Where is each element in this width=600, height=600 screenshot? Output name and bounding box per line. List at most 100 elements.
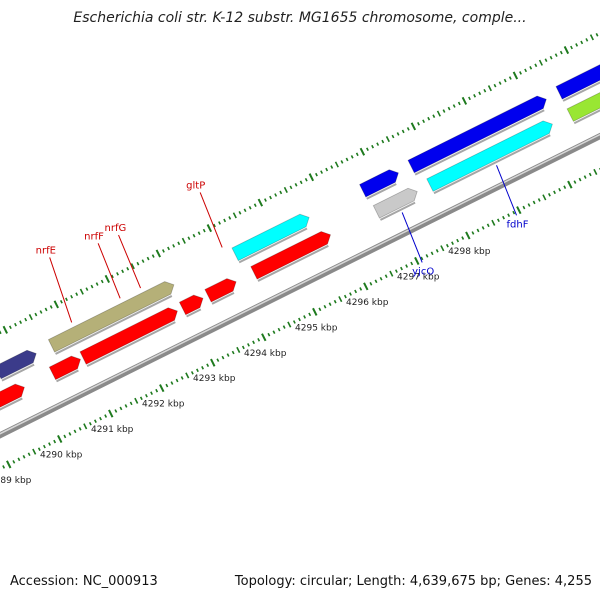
minor-tick (116, 272, 119, 276)
minor-tick (221, 355, 225, 360)
gene-arrow[interactable] (426, 120, 553, 192)
gene-arrow[interactable] (407, 95, 547, 174)
minor-tick (570, 45, 573, 50)
minor-tick (241, 345, 245, 350)
minor-tick (181, 237, 186, 244)
minor-tick (196, 368, 199, 373)
minor-tick (529, 66, 533, 70)
gene-arrow[interactable] (178, 294, 204, 316)
minor-tick (563, 185, 567, 189)
minor-tick (538, 59, 543, 66)
minor-tick (141, 259, 145, 263)
minor-tick (422, 119, 426, 124)
minor-tick (553, 190, 556, 195)
minor-tick (277, 327, 281, 332)
minor-tick (257, 338, 261, 342)
minor-tick (27, 452, 31, 457)
minor-tick (65, 297, 68, 302)
major-tick (257, 198, 264, 207)
major-tick (516, 206, 522, 215)
minor-tick (85, 287, 89, 291)
gene-label[interactable]: nrfE (36, 245, 56, 256)
minor-tick (452, 104, 456, 108)
major-tick (410, 122, 417, 131)
minor-tick (162, 249, 165, 253)
minor-tick (417, 122, 420, 126)
gene-label-leader (49, 257, 73, 323)
gene-arrow[interactable] (372, 187, 418, 219)
minor-tick (226, 353, 230, 357)
minor-tick (304, 177, 308, 182)
minor-tick (150, 391, 153, 395)
minor-tick (507, 213, 511, 217)
gene-arrow[interactable] (0, 383, 25, 409)
minor-tick (232, 212, 237, 219)
backbone-line (0, 132, 600, 439)
gene-arrow[interactable] (359, 169, 399, 198)
gene-arrow[interactable] (204, 278, 237, 303)
gene-arrow[interactable] (555, 45, 600, 100)
minor-tick (303, 315, 307, 319)
minor-tick (585, 38, 589, 42)
gene-label[interactable]: gltP (186, 180, 205, 191)
gene-label[interactable]: nrfF (84, 231, 104, 242)
minor-tick (289, 185, 293, 190)
minor-tick (282, 325, 286, 329)
gene-label-leader (199, 192, 223, 248)
gene-arrow[interactable] (79, 307, 178, 365)
minor-tick (435, 248, 439, 253)
gene-arrow[interactable] (231, 213, 310, 262)
genome-summary: Topology: circular; Length: 4,639,675 bp… (234, 574, 592, 589)
page-title: Escherichia coli str. K-12 substr. MG165… (73, 10, 527, 26)
minor-tick (578, 177, 582, 182)
minor-tick (508, 76, 512, 80)
minor-tick (129, 401, 133, 406)
minor-tick (177, 241, 181, 246)
minor-tick (32, 448, 37, 455)
minor-tick (73, 429, 77, 434)
minor-tick (190, 371, 194, 375)
minor-tick (94, 419, 97, 423)
minor-tick (493, 83, 497, 88)
major-tick (53, 300, 59, 309)
minor-tick (320, 170, 323, 174)
gene-arrow[interactable] (48, 355, 81, 381)
major-tick (2, 325, 8, 334)
gene-shadow (186, 308, 202, 318)
minor-tick (447, 106, 451, 111)
minor-tick (37, 447, 41, 451)
minor-tick (100, 279, 104, 284)
gene-label[interactable]: yjcO (412, 266, 434, 277)
minor-tick (473, 94, 477, 98)
minor-tick (524, 68, 528, 73)
minor-tick (478, 91, 482, 96)
minor-tick (542, 194, 547, 201)
minor-tick (338, 296, 343, 303)
major-tick (159, 384, 165, 393)
minor-tick (218, 221, 221, 225)
gene-features[interactable] (0, 27, 600, 411)
gene-labels[interactable]: nrfEnrfFnrfGgltPyjcOfdhFmdtP (36, 103, 600, 323)
gene-arrow[interactable] (47, 281, 175, 353)
gene-label[interactable]: nrfG (105, 223, 127, 234)
minor-tick (471, 231, 475, 235)
minor-tick (461, 236, 465, 240)
minor-tick (318, 307, 322, 312)
gene-arrow[interactable] (250, 231, 332, 280)
gene-label[interactable]: fdhF (507, 219, 529, 230)
minor-tick (436, 110, 441, 117)
gene-arrow[interactable] (0, 349, 37, 380)
minor-tick (396, 132, 400, 136)
minor-tick (379, 276, 383, 281)
major-tick (155, 249, 162, 258)
minor-tick (197, 231, 201, 235)
minor-tick (121, 269, 125, 274)
minor-tick (575, 43, 579, 47)
minor-tick (267, 332, 271, 337)
minor-tick (376, 142, 380, 146)
gene-arrow[interactable] (566, 70, 600, 122)
tick-label: 4297 kbp (397, 272, 440, 282)
minor-tick (554, 53, 558, 57)
minor-tick (287, 321, 292, 328)
